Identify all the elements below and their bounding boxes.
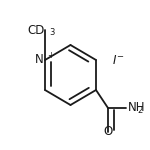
Text: CD: CD — [27, 24, 44, 37]
Text: +: + — [47, 51, 54, 60]
Text: NH: NH — [128, 101, 145, 114]
Text: 2: 2 — [138, 106, 143, 115]
Text: 3: 3 — [50, 28, 55, 37]
Text: N: N — [35, 53, 44, 66]
Text: −: − — [117, 52, 123, 61]
Text: O: O — [103, 125, 113, 138]
Text: I: I — [112, 54, 116, 66]
